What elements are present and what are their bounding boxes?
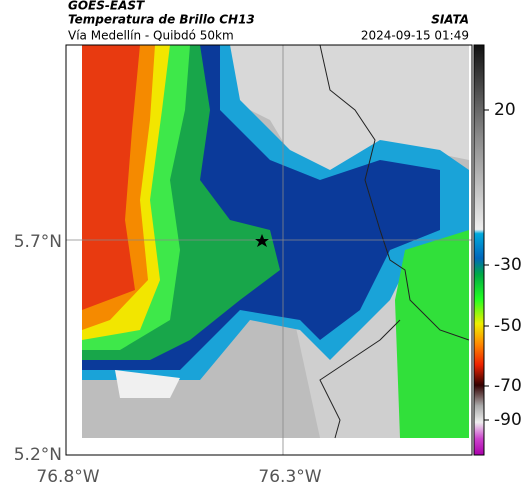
route: Vía Medellín - Quibdó 50km bbox=[68, 29, 234, 43]
colorbar bbox=[473, 44, 485, 456]
colorbar-label: 20 bbox=[494, 100, 516, 120]
station-marker bbox=[255, 234, 269, 247]
x-label: 76.3°W bbox=[258, 467, 321, 487]
y-label: 5.2°N bbox=[14, 445, 62, 465]
colorbar-label: -90 bbox=[494, 410, 522, 430]
colorbar-label: -50 bbox=[494, 316, 522, 336]
colorbar-ticks bbox=[484, 109, 489, 421]
colorbar-label: -30 bbox=[494, 255, 522, 275]
title: Temperatura de Brillo CH13 bbox=[68, 13, 255, 27]
x-label: 76.8°W bbox=[36, 467, 99, 487]
graticule bbox=[66, 45, 472, 455]
brand: SIATA bbox=[431, 13, 469, 27]
y-label: 5.7°N bbox=[14, 232, 62, 252]
colorbar-label: -70 bbox=[494, 376, 522, 396]
datetime: 2024-09-15 01:49 bbox=[361, 29, 469, 43]
imagery bbox=[82, 45, 469, 438]
map-frame bbox=[65, 44, 473, 456]
source: GOES-EAST bbox=[68, 0, 145, 13]
borders bbox=[319, 44, 470, 439]
